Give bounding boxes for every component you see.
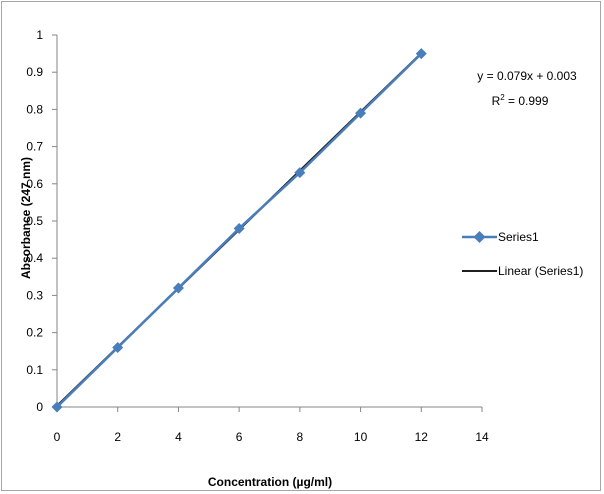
data-point — [51, 401, 63, 413]
data-point — [112, 341, 124, 353]
y-tick-label: 1 — [36, 28, 43, 42]
y-tick-label: 0.6 — [26, 177, 43, 191]
legend-series1-marker — [473, 231, 486, 243]
legend-item-series1: Series1 — [462, 230, 539, 244]
legend-series1-label: Series1 — [498, 230, 539, 244]
y-tick-label: 0.2 — [26, 326, 43, 340]
x-tick-label: 0 — [54, 430, 61, 444]
y-tick-label: 0.4 — [26, 251, 43, 265]
r-squared-value: = 0.999 — [505, 94, 549, 108]
legend-linear-label: Linear (Series1) — [498, 264, 583, 278]
y-tick-label: 0 — [36, 400, 43, 414]
x-tick-label: 2 — [114, 430, 121, 444]
data-point — [294, 167, 306, 179]
y-tick-label: 0.3 — [26, 288, 43, 302]
y-tick-label: 0.5 — [26, 214, 43, 228]
x-tick-label: 12 — [415, 430, 429, 444]
y-tick-label: 0.7 — [26, 140, 43, 154]
data-point — [415, 48, 427, 60]
axes — [56, 35, 482, 408]
y-axis-title: Absorbance (247 nm) — [19, 157, 33, 279]
r-squared-label: R2 = 0.999 — [492, 93, 549, 108]
data-point — [233, 222, 245, 234]
series-group — [51, 48, 427, 413]
y-ticks: 0 0.1 0.2 0.3 0.4 0.5 0.6 0.7 0.8 0.9 1 — [26, 28, 57, 414]
x-tick-label: 8 — [297, 430, 304, 444]
data-point — [355, 107, 367, 119]
r-squared-superscript: 2 — [500, 93, 505, 102]
x-tick-label: 14 — [475, 430, 489, 444]
x-tick-label: 10 — [354, 430, 368, 444]
x-axis-title: Concentration (µg/ml) — [208, 475, 332, 489]
r-squared-prefix: R — [492, 94, 501, 108]
x-ticks: 0 2 4 6 8 10 12 14 — [54, 407, 489, 444]
trend-equation: y = 0.079x + 0.003 — [477, 69, 577, 83]
legend-item-linear-trend: Linear (Series1) — [462, 264, 583, 278]
x-tick-label: 4 — [175, 430, 182, 444]
legend: Series1 Linear (Series1) — [462, 230, 583, 278]
x-tick-label: 6 — [236, 430, 243, 444]
y-tick-label: 0.9 — [26, 65, 43, 79]
data-point — [172, 282, 184, 294]
y-tick-label: 0.1 — [26, 363, 43, 377]
y-tick-label: 0.8 — [26, 102, 43, 116]
